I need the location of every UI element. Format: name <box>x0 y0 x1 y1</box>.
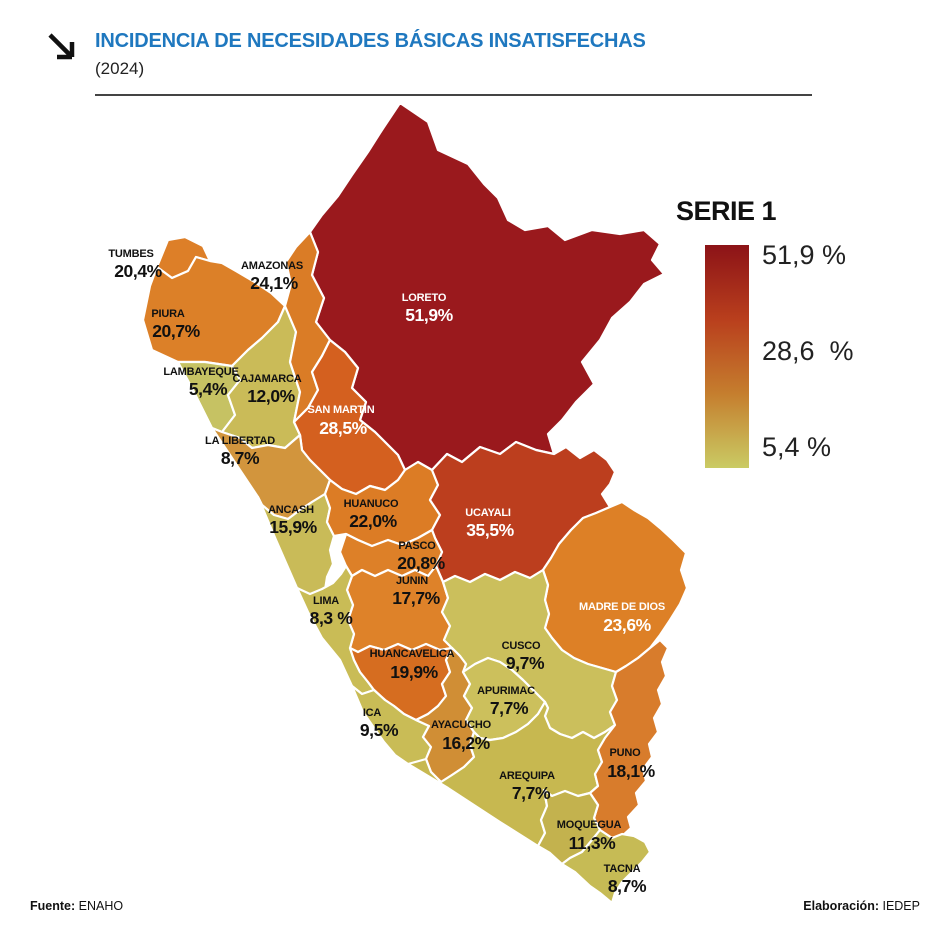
source-note: Fuente: ENAHO <box>30 899 123 913</box>
label-tumbes-name: TUMBES <box>108 248 153 260</box>
label-madre-de-dios-value: 23,6% <box>603 615 651 635</box>
map-regions <box>141 101 689 905</box>
label-ica-name: ICA <box>363 707 382 719</box>
label-huanuco-value: 22,0% <box>349 511 397 531</box>
label-san-martin-name: SAN MARTIN <box>307 404 374 416</box>
label-ayacucho-value: 16,2% <box>442 733 490 753</box>
label-apurimac-name: APURIMAC <box>477 685 535 697</box>
label-amazonas-value: 24,1% <box>250 273 298 293</box>
label-puno-value: 18,1% <box>607 761 655 781</box>
legend-min-label: 5,4 % <box>762 432 832 462</box>
label-junin-value: 17,7% <box>392 588 440 608</box>
legend-max-label: 51,9 % <box>762 240 847 270</box>
region-puno <box>588 638 670 840</box>
label-pasco-value: 20,8% <box>397 553 445 573</box>
label-cusco-name: CUSCO <box>502 640 541 652</box>
legend-title: SERIE 1 <box>676 196 777 226</box>
label-la-libertad-name: LA LIBERTAD <box>205 435 275 447</box>
label-moquegua-name: MOQUEGUA <box>557 819 622 831</box>
label-arequipa-value: 7,7% <box>512 783 551 803</box>
source-value: ENAHO <box>75 899 124 913</box>
label-ica-value: 9,5% <box>360 720 399 740</box>
page-title: INCIDENCIA DE NECESIDADES BÁSICAS INSATI… <box>95 30 646 52</box>
label-piura-value: 20,7% <box>152 321 200 341</box>
label-cusco-value: 9,7% <box>506 653 545 673</box>
header-divider <box>95 94 812 96</box>
label-lambayeque-value: 5,4% <box>189 379 228 399</box>
label-ancash-name: ANCASH <box>268 504 314 516</box>
credit-label: Elaboración: <box>803 899 879 913</box>
credit-value: IEDEP <box>879 899 920 913</box>
legend: SERIE 1 51,9 % 28,6 % 5,4 % <box>660 196 930 486</box>
legend-gradient-bar <box>705 245 749 468</box>
label-lima-name: LIMA <box>313 595 339 607</box>
label-ayacucho-name: AYACUCHO <box>431 719 492 731</box>
label-huanuco-name: HUANUCO <box>344 498 399 510</box>
label-tumbes-value: 20,4% <box>114 261 162 281</box>
label-moquegua-value: 11,3% <box>569 833 616 853</box>
label-amazonas-name: AMAZONAS <box>241 260 303 272</box>
label-ancash-value: 15,9% <box>269 517 317 537</box>
region-tacna <box>560 828 652 905</box>
label-arequipa-name: AREQUIPA <box>499 770 555 782</box>
source-label: Fuente: <box>30 899 76 913</box>
label-lambayeque-name: LAMBAYEQUE <box>163 366 238 378</box>
label-loreto-value: 51,9% <box>405 305 453 325</box>
label-pasco-name: PASCO <box>398 540 436 552</box>
map-labels: TUMBES 20,4% AMAZONAS 24,1% LORETO 51,9%… <box>108 248 665 896</box>
label-cajamarca-value: 12,0% <box>247 386 295 406</box>
label-ucayali-name: UCAYALI <box>465 507 511 519</box>
label-piura-name: PIURA <box>151 308 184 320</box>
label-san-martin-value: 28,5% <box>319 418 367 438</box>
page-subtitle: (2024) <box>95 59 145 78</box>
label-huancavelica-name: HUANCAVELICA <box>370 648 455 660</box>
label-apurimac-value: 7,7% <box>490 698 529 718</box>
label-la-libertad-value: 8,7% <box>221 448 260 468</box>
label-puno-name: PUNO <box>610 747 642 759</box>
label-lima-value: 8,3 % <box>310 608 354 628</box>
legend-mid-label: 28,6 % <box>762 336 854 366</box>
credit-note: Elaboración: IEDEP <box>803 899 920 913</box>
label-cajamarca-name: CAJAMARCA <box>232 373 301 385</box>
label-tacna-value: 8,7% <box>608 876 647 896</box>
label-junin-name: JUNIN <box>396 575 428 587</box>
label-tacna-name: TACNA <box>604 863 641 875</box>
label-ucayali-value: 35,5% <box>466 520 514 540</box>
label-madre-de-dios-name: MADRE DE DIOS <box>579 601 665 613</box>
arrow-down-right-icon <box>48 33 75 60</box>
label-loreto-name: LORETO <box>402 292 447 304</box>
label-huancavelica-value: 19,9% <box>390 662 438 682</box>
